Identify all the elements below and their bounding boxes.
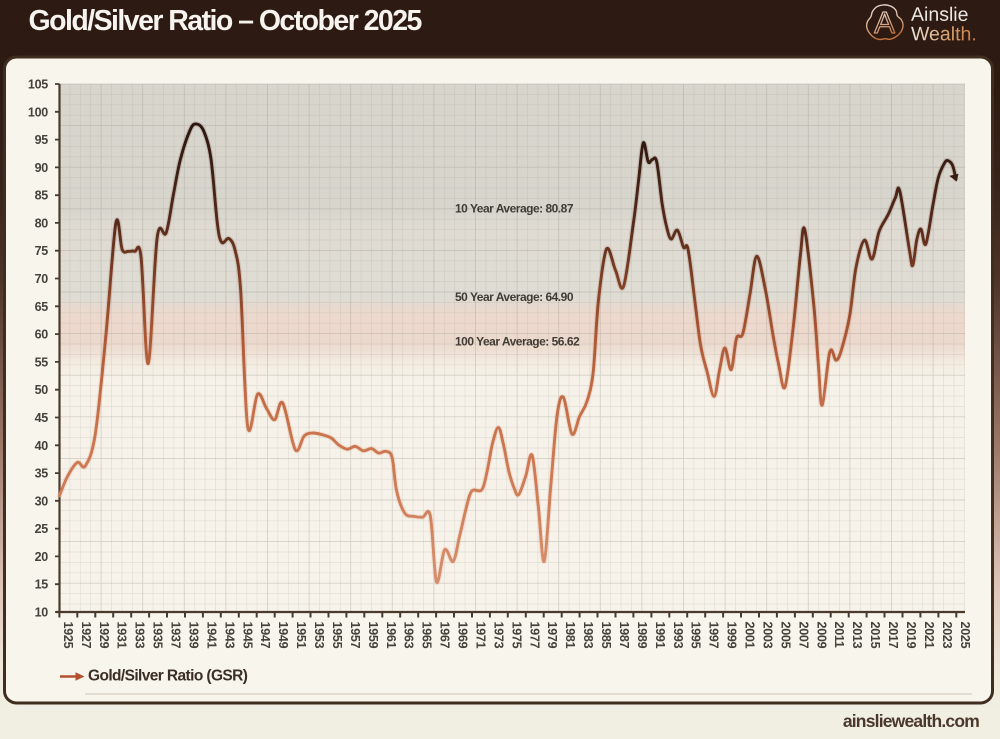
svg-text:100 Year Average: 56.62: 100 Year Average: 56.62 xyxy=(455,335,580,349)
svg-text:50 Year Average: 64.90: 50 Year Average: 64.90 xyxy=(455,290,574,304)
svg-text:2003: 2003 xyxy=(761,622,775,649)
svg-text:A: A xyxy=(874,5,895,40)
svg-text:1981: 1981 xyxy=(563,622,577,649)
svg-text:85: 85 xyxy=(35,189,49,203)
svg-text:1989: 1989 xyxy=(635,622,649,649)
svg-text:35: 35 xyxy=(35,467,49,481)
svg-text:40: 40 xyxy=(35,439,49,453)
svg-text:1951: 1951 xyxy=(294,622,308,649)
svg-text:2025: 2025 xyxy=(958,622,972,649)
svg-text:Gold/Silver Ratio (GSR): Gold/Silver Ratio (GSR) xyxy=(88,668,248,685)
svg-text:1993: 1993 xyxy=(671,622,685,649)
svg-text:95: 95 xyxy=(35,133,49,147)
svg-text:1929: 1929 xyxy=(97,622,111,649)
svg-text:10 Year Average: 80.87: 10 Year Average: 80.87 xyxy=(455,202,574,216)
svg-text:60: 60 xyxy=(35,328,49,342)
svg-text:1931: 1931 xyxy=(115,622,129,649)
svg-text:100: 100 xyxy=(28,105,48,119)
svg-text:80: 80 xyxy=(35,216,49,230)
svg-text:1955: 1955 xyxy=(330,622,344,649)
svg-text:1939: 1939 xyxy=(187,622,201,649)
svg-text:20: 20 xyxy=(35,550,49,564)
svg-text:1927: 1927 xyxy=(79,622,93,649)
svg-text:1975: 1975 xyxy=(509,622,523,649)
svg-text:50: 50 xyxy=(35,383,49,397)
svg-text:1971: 1971 xyxy=(474,622,488,649)
svg-text:1941: 1941 xyxy=(204,622,218,649)
svg-text:65: 65 xyxy=(35,300,49,314)
svg-text:1995: 1995 xyxy=(689,622,703,649)
svg-text:1987: 1987 xyxy=(617,622,631,649)
svg-text:15: 15 xyxy=(35,578,49,592)
svg-text:1965: 1965 xyxy=(420,622,434,649)
svg-text:1991: 1991 xyxy=(653,622,667,649)
svg-text:1973: 1973 xyxy=(491,622,505,649)
svg-text:1967: 1967 xyxy=(438,622,452,649)
svg-text:70: 70 xyxy=(35,272,49,286)
svg-text:55: 55 xyxy=(35,355,49,369)
svg-text:1979: 1979 xyxy=(545,622,559,649)
svg-text:1937: 1937 xyxy=(169,622,183,649)
svg-text:1997: 1997 xyxy=(707,622,721,649)
svg-text:1945: 1945 xyxy=(240,622,254,649)
svg-text:Wealth.: Wealth. xyxy=(911,23,977,45)
svg-text:ainsliewealth.com: ainsliewealth.com xyxy=(843,711,979,731)
svg-text:105: 105 xyxy=(28,78,48,92)
svg-text:10: 10 xyxy=(35,606,49,620)
svg-text:1977: 1977 xyxy=(527,622,541,649)
svg-text:1953: 1953 xyxy=(312,622,326,649)
svg-text:1925: 1925 xyxy=(61,622,75,649)
svg-text:2011: 2011 xyxy=(832,622,846,648)
svg-text:2009: 2009 xyxy=(814,622,828,649)
svg-text:Gold/Silver Ratio – October 20: Gold/Silver Ratio – October 2025 xyxy=(29,5,423,37)
svg-text:2021: 2021 xyxy=(922,622,936,649)
svg-text:1959: 1959 xyxy=(366,622,380,649)
svg-text:1943: 1943 xyxy=(222,622,236,649)
svg-text:75: 75 xyxy=(35,244,49,258)
svg-text:25: 25 xyxy=(35,522,49,536)
svg-text:1949: 1949 xyxy=(276,622,290,649)
svg-text:2019: 2019 xyxy=(904,622,918,649)
svg-text:2023: 2023 xyxy=(940,622,954,649)
svg-text:30: 30 xyxy=(35,494,49,508)
svg-text:1933: 1933 xyxy=(133,622,147,649)
svg-text:2005: 2005 xyxy=(778,622,792,649)
svg-text:45: 45 xyxy=(35,411,49,425)
svg-text:2015: 2015 xyxy=(868,622,882,649)
svg-text:1999: 1999 xyxy=(725,622,739,649)
svg-text:1963: 1963 xyxy=(402,622,416,649)
svg-text:1957: 1957 xyxy=(348,622,362,649)
svg-text:1947: 1947 xyxy=(258,622,272,649)
svg-text:1983: 1983 xyxy=(581,622,595,649)
svg-text:1969: 1969 xyxy=(456,622,470,649)
svg-text:1935: 1935 xyxy=(151,622,165,649)
svg-text:90: 90 xyxy=(35,161,49,175)
svg-text:2013: 2013 xyxy=(850,622,864,649)
svg-text:Ainslie: Ainslie xyxy=(911,4,968,26)
svg-text:2007: 2007 xyxy=(796,622,810,649)
svg-text:1985: 1985 xyxy=(599,622,613,649)
svg-text:2017: 2017 xyxy=(886,622,900,649)
svg-text:1961: 1961 xyxy=(384,622,398,649)
svg-text:2001: 2001 xyxy=(743,622,757,649)
